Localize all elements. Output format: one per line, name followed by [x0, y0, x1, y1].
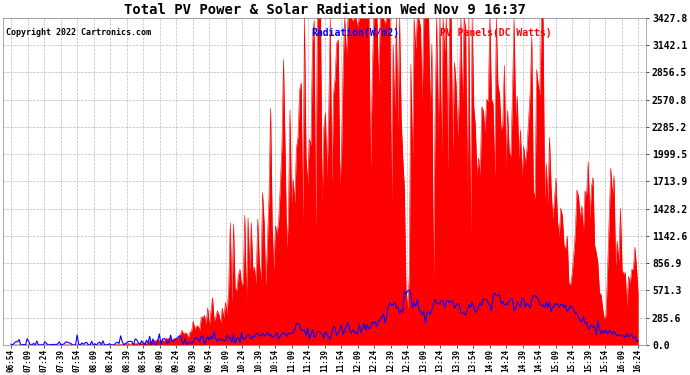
Title: Total PV Power & Solar Radiation Wed Nov 9 16:37: Total PV Power & Solar Radiation Wed Nov…	[124, 3, 526, 17]
Text: PV Panels(DC Watts): PV Panels(DC Watts)	[440, 28, 552, 38]
Text: Radiation(W/m2): Radiation(W/m2)	[312, 28, 400, 38]
Text: Copyright 2022 Cartronics.com: Copyright 2022 Cartronics.com	[6, 28, 151, 37]
